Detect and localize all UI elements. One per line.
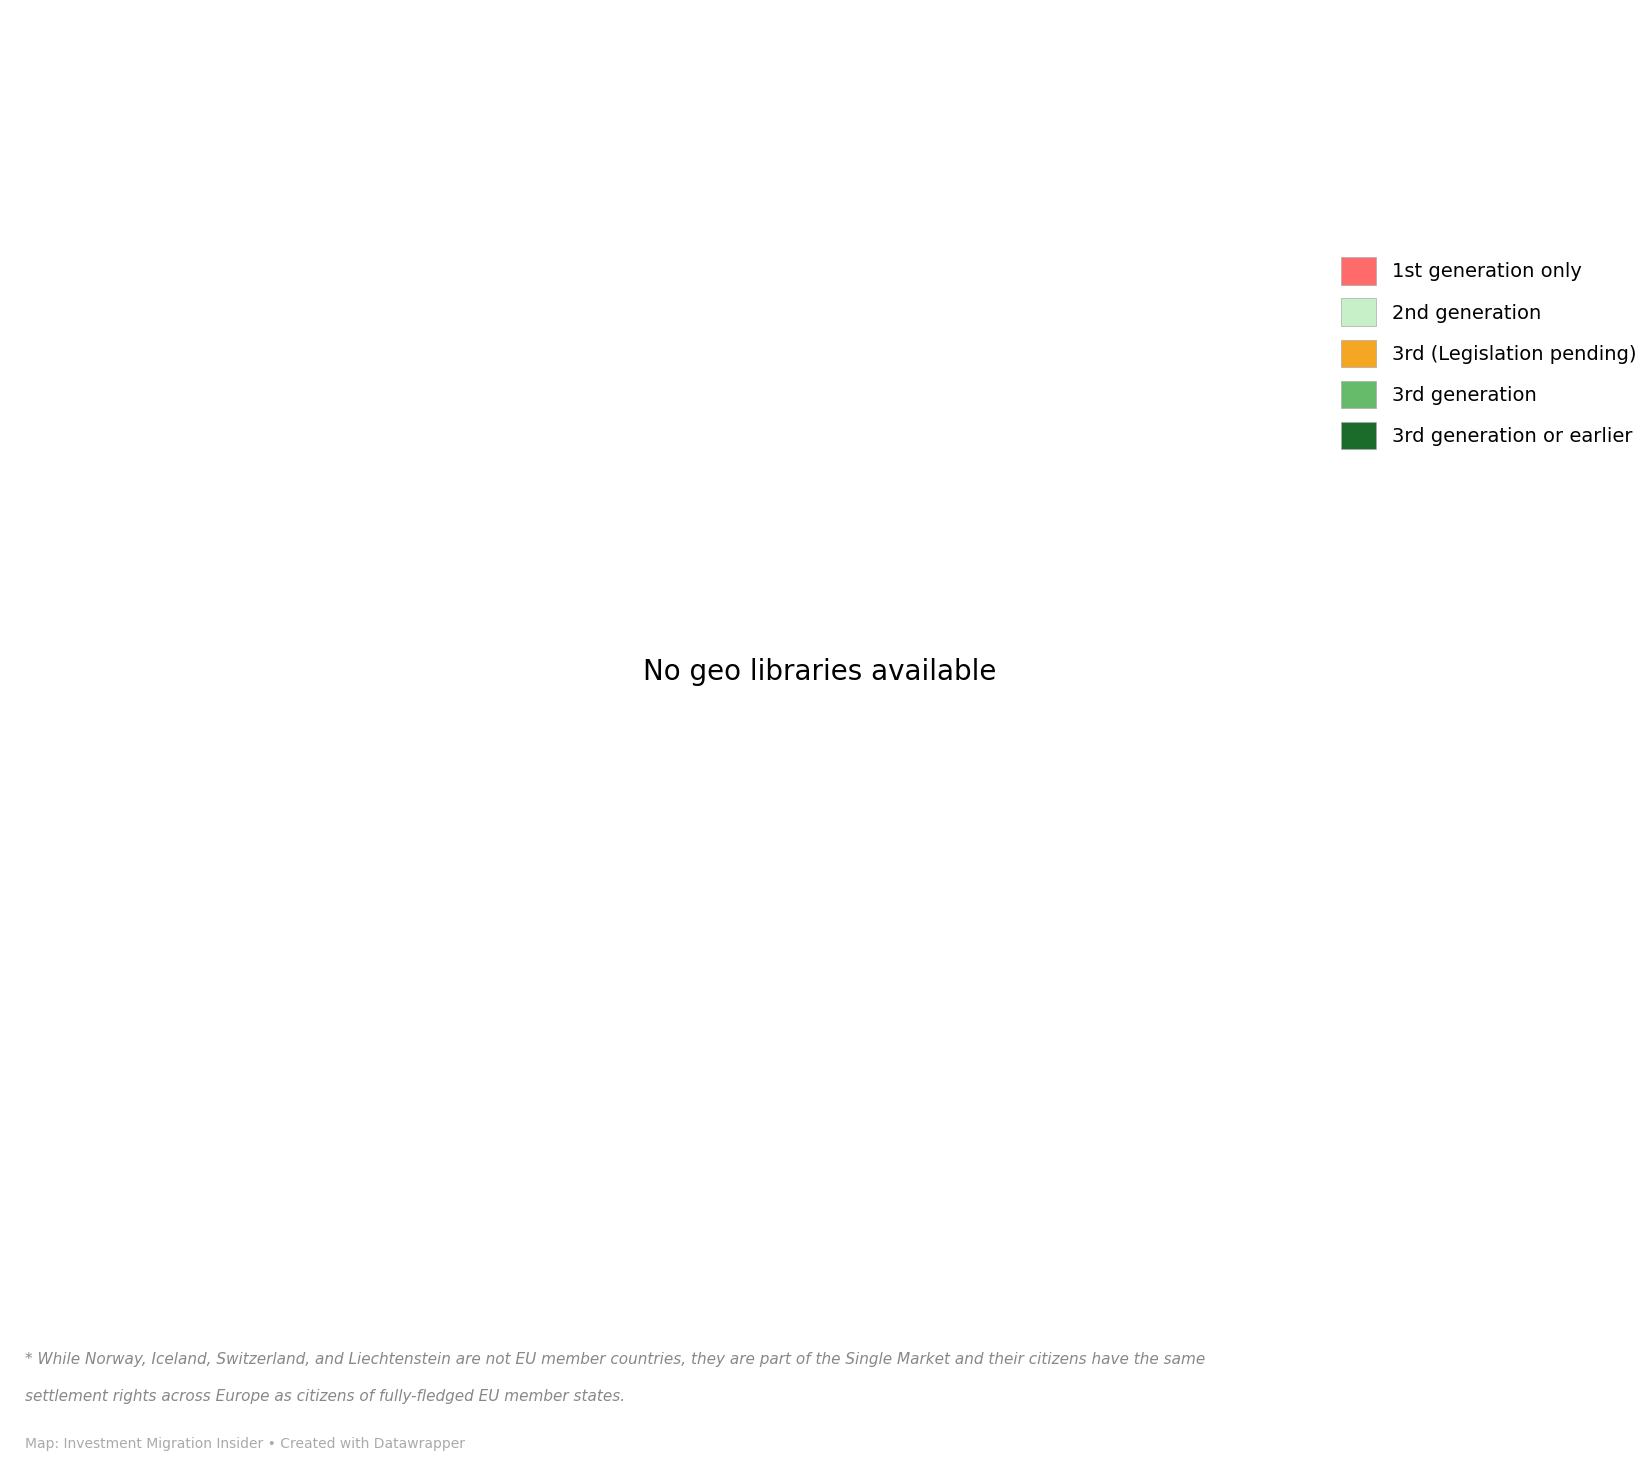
Text: * While Norway, Iceland, Switzerland, and Liechtenstein are not EU member countr: * While Norway, Iceland, Switzerland, an… [25, 1352, 1205, 1367]
Text: Map: Investment Migration Insider • Created with Datawrapper: Map: Investment Migration Insider • Crea… [25, 1438, 464, 1451]
Legend: 1st generation only, 2nd generation, 3rd (Legislation pending), 3rd generation, : 1st generation only, 2nd generation, 3rd… [1331, 248, 1639, 460]
Text: settlement rights across Europe as citizens of fully-fledged EU member states.: settlement rights across Europe as citiz… [25, 1389, 624, 1404]
Text: No geo libraries available: No geo libraries available [642, 659, 997, 686]
